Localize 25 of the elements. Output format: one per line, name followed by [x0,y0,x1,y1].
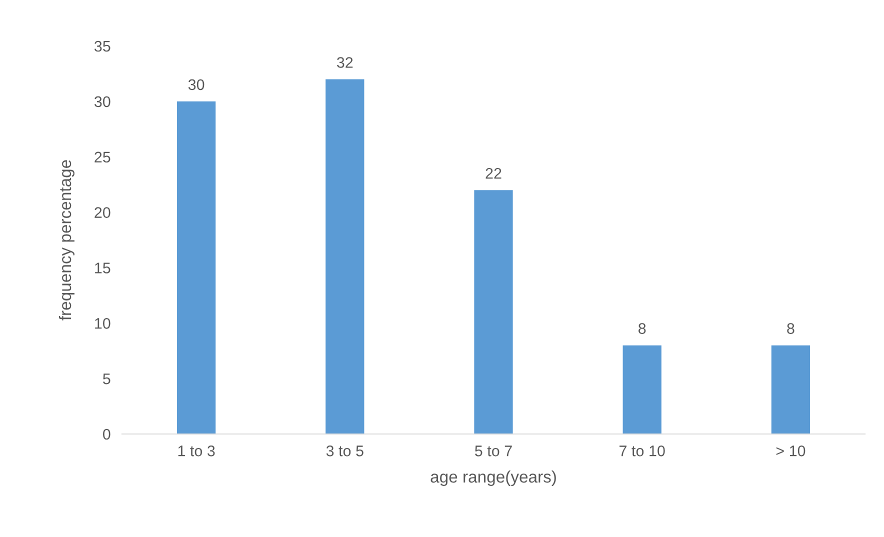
data-label: 30 [188,79,204,90]
bar [474,190,513,434]
y-tick-label: 35 [94,40,110,52]
y-tick-label: 0 [102,428,110,440]
data-label: 8 [638,323,646,334]
x-tick-label: 3 to 5 [326,446,364,456]
data-label: 22 [486,168,502,179]
x-tick-label: 7 to 10 [620,446,665,456]
y-axis-title: frequency percentage [58,160,74,320]
y-tick-label: 20 [94,207,110,218]
data-label: 32 [336,57,353,68]
bar [622,345,662,434]
y-tick-label: 5 [103,374,110,384]
y-tick-label: 25 [94,152,110,163]
bar [176,101,216,434]
x-axis-title: age range(years) [430,470,556,486]
y-tick-label: 10 [95,318,110,329]
bar [771,345,810,434]
x-tick-label: 5 to 7 [475,446,512,456]
y-tick-label: 15 [95,262,110,274]
bar [326,79,364,434]
y-tick-label: 30 [94,96,110,108]
data-label: 8 [787,323,794,334]
x-tick-label: 1 to 3 [178,446,215,456]
x-tick-label: > 10 [776,446,806,456]
